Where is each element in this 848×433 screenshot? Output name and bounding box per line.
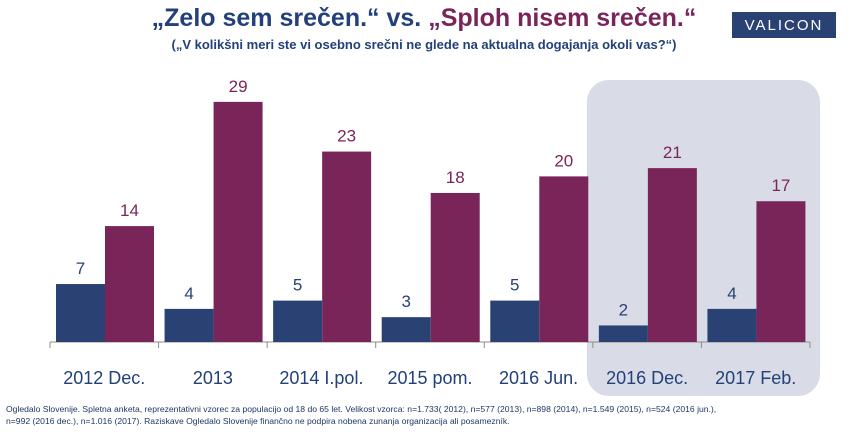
data-label-series-2: 23 [337,127,356,146]
bar-series-1 [164,308,214,342]
x-tick-label: 2017 Feb. [715,368,796,388]
bar-series-2 [430,192,480,342]
title-part-1: „Zelo sem srečen.“ [151,4,380,32]
title-vs: vs. [379,4,429,32]
title-part-2: „Sploh nisem srečen.“ [428,4,697,32]
bar-series-2 [756,201,806,342]
data-label-series-2: 29 [229,77,248,96]
valicon-logo: VALICON [732,12,836,38]
data-label-series-1: 5 [510,276,519,295]
bar-series-2 [647,168,697,342]
footnote-line-2: n=992 (2016 dec.), n=1.016 (2017). Razis… [6,416,510,426]
data-label-series-1: 2 [619,300,628,319]
data-label-series-2: 17 [771,176,790,195]
data-label-series-2: 20 [554,151,573,170]
data-label-series-1: 4 [184,284,193,303]
footnote-line-1: Ogledalo Slovenije. Spletna anketa, repr… [6,404,717,414]
x-tick-label: 2015 pom. [387,368,472,388]
bar-series-1 [56,284,105,342]
bar-series-2 [539,176,589,342]
chart-subtitle: („V kolikšni meri ste vi osebno srečni n… [171,37,677,52]
footnote: Ogledalo Slovenije. Spletna anketa, repr… [6,403,842,427]
x-tick-label: 2013 [193,368,233,388]
chart-title: „Zelo sem srečen.“ vs. „Sploh nisem sreč… [0,4,848,33]
bar-series-1 [707,308,757,342]
bar-series-1 [598,325,648,342]
bar-series-1 [381,317,431,342]
bar-series-2 [213,101,263,342]
data-label-series-1: 5 [293,276,302,295]
data-label-series-1: 3 [401,292,410,311]
data-label-series-2: 21 [663,143,682,162]
data-label-series-2: 14 [120,201,139,220]
x-tick-label: 2012 Dec. [63,368,145,388]
x-tick-label: 2016 Jun. [499,368,578,388]
bar-series-2 [322,151,372,342]
x-tick-label: 2016 Dec. [606,368,688,388]
data-label-series-1: 4 [727,284,736,303]
x-tick-label: 2014 I.pol. [279,368,363,388]
bar-chart: 7 14 2012 Dec. 4 29 2013 5 23 2014 I.pol. 3 18 2015… [49,77,820,396]
bar-series-2 [105,226,154,342]
bar-series-1 [273,300,323,342]
data-label-series-2: 18 [446,168,465,187]
bar-series-1 [490,300,540,342]
data-label-series-1: 7 [76,259,85,278]
